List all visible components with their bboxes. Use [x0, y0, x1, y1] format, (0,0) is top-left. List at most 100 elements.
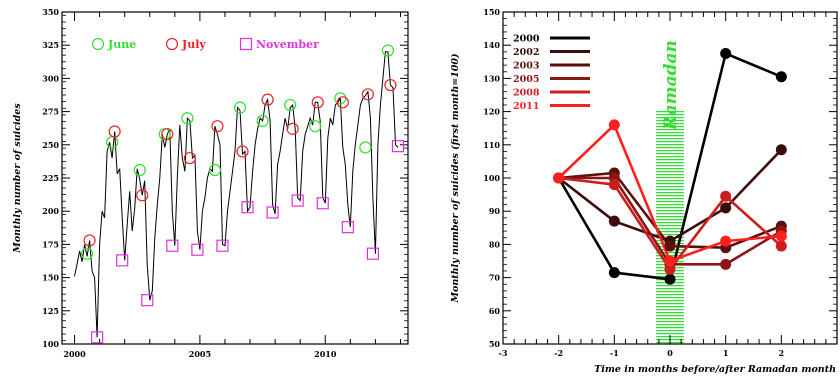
series-2008-point	[775, 240, 787, 252]
legend-2002-label: 2002	[513, 47, 539, 58]
right-x-tick-label: 0	[667, 348, 673, 358]
right-y-tick-label: 90	[489, 206, 501, 216]
legend-2000-label: 2000	[513, 34, 540, 45]
right-x-axis-label: Time in months before/after Ramadan mont…	[594, 364, 836, 375]
july-marker	[108, 125, 121, 138]
november-marker	[91, 331, 104, 344]
left-y-tick-label: 125	[42, 306, 59, 316]
left-y-tick-label: 200	[42, 206, 59, 216]
left-y-tick-label: 300	[42, 73, 59, 83]
series-2008-point	[608, 179, 620, 191]
right-y-tick-label: 120	[483, 107, 500, 117]
july-marker	[161, 128, 174, 141]
left-legend: June July November	[91, 37, 319, 51]
june-marker	[233, 101, 247, 114]
left-markers	[80, 44, 405, 344]
right-x-tick-label: -1	[610, 348, 619, 358]
right-ticks: 50 60 70 80 90 100 110 120 130 140 150 -3 -2 -1 0 1 2	[483, 7, 838, 358]
june-marker	[284, 98, 297, 112]
right-y-tick-label: 110	[483, 140, 500, 150]
june-marker	[256, 114, 269, 127]
june-marker	[309, 120, 322, 133]
legend-june-marker	[91, 37, 105, 51]
november-marker	[316, 197, 329, 210]
july-marker	[336, 96, 349, 109]
legend-july-label: July	[181, 38, 206, 51]
june-marker	[181, 112, 194, 125]
july-marker	[136, 189, 149, 202]
series-2000-point	[775, 71, 787, 83]
left-x-tick-label: 2010	[314, 349, 337, 359]
july-marker	[236, 145, 249, 158]
legend-2003-label: 2003	[513, 61, 539, 72]
november-marker	[266, 206, 279, 219]
left-ticks: 100 125 150 175 200 225 250 275 300 325 350 2000 200…	[42, 7, 408, 359]
series-2011-point	[664, 255, 676, 267]
left-y-tick-label: 325	[42, 40, 59, 50]
june-marker	[133, 163, 146, 177]
july-marker	[183, 151, 196, 165]
legend-november-marker	[239, 37, 253, 51]
right-legend: 2000 2002 2003 2005 2008 2011	[513, 34, 590, 112]
series-2002-point	[608, 215, 620, 227]
right-y-tick-label: 100	[483, 173, 500, 183]
july-marker	[261, 93, 274, 106]
left-x-tick-label: 2000	[63, 349, 86, 359]
november-marker	[116, 254, 129, 267]
series-2000-point	[664, 273, 676, 285]
july-marker	[384, 78, 397, 92]
left-chart: 100 125 150 175 200 225 250 275 300 325 350 2000 200…	[12, 7, 409, 359]
series-2002-point	[775, 144, 787, 156]
november-marker	[216, 239, 229, 252]
series-2005-point	[720, 258, 732, 270]
november-marker	[241, 201, 254, 214]
right-x-tick-label: 1	[723, 348, 729, 358]
left-plot-frame	[61, 11, 409, 345]
right-y-tick-label: 80	[489, 239, 501, 249]
june-marker	[381, 44, 395, 57]
left-y-tick-label: 350	[42, 7, 59, 17]
right-series-lines	[553, 48, 787, 285]
series-2000-point	[720, 48, 732, 59]
left-y-tick-label: 275	[42, 107, 59, 117]
right-x-tick-label: -2	[554, 348, 563, 358]
june-marker	[80, 247, 94, 260]
series-2002-point	[720, 202, 732, 214]
legend-2008-label: 2008	[513, 88, 540, 99]
left-y-tick-label: 175	[42, 239, 59, 249]
left-y-tick-label: 100	[42, 339, 59, 349]
july-marker	[286, 122, 299, 135]
right-y-axis-label: Monthly number of suicides (first month=…	[450, 53, 461, 303]
july-marker	[211, 120, 224, 133]
legend-november-label: November	[256, 38, 319, 51]
legend-july-marker	[165, 37, 179, 51]
right-y-tick-label: 70	[489, 273, 501, 283]
series-2011-point	[608, 119, 620, 131]
june-marker	[359, 141, 372, 154]
right-x-tick-label: -3	[499, 348, 508, 358]
series-2008-point	[720, 190, 732, 202]
left-y-tick-label: 250	[42, 140, 59, 150]
left-x-tick-label: 2005	[189, 349, 211, 359]
left-y-tick-label: 225	[42, 173, 59, 183]
november-marker	[166, 239, 179, 252]
november-marker	[391, 140, 405, 153]
july-marker	[83, 234, 96, 247]
monthly-suicides-line	[74, 51, 399, 338]
series-2008-point	[664, 263, 676, 275]
right-y-tick-label: 140	[483, 40, 500, 50]
left-y-axis-label: Monthly number of suicides	[12, 103, 23, 254]
july-marker	[361, 88, 374, 101]
series-2011-point	[553, 172, 565, 184]
right-y-tick-label: 50	[489, 339, 501, 349]
november-marker	[191, 243, 204, 256]
november-marker	[366, 247, 379, 260]
left-y-tick-label: 150	[42, 273, 59, 283]
right-y-tick-label: 150	[483, 7, 500, 17]
november-marker	[341, 221, 354, 234]
november-marker	[291, 194, 304, 207]
right-y-tick-label: 60	[489, 306, 501, 316]
right-y-tick-label: 130	[483, 73, 500, 83]
